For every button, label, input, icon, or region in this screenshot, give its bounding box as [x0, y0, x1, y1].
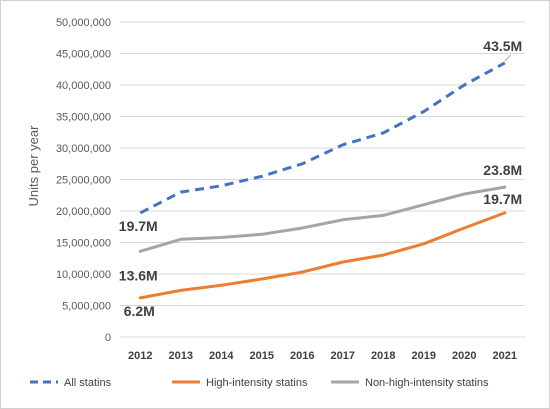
y-tick-label: 0 — [105, 332, 111, 344]
data-label: 43.5M — [483, 38, 522, 54]
x-tick-label: 2016 — [290, 350, 314, 362]
x-tick-label: 2018 — [371, 350, 395, 362]
y-tick-label: 20,000,000 — [56, 206, 111, 218]
y-tick-label: 40,000,000 — [56, 80, 111, 92]
x-tick-label: 2012 — [128, 350, 152, 362]
y-tick-label: 15,000,000 — [56, 238, 111, 250]
x-tick-label: 2019 — [412, 350, 436, 362]
x-tick-label: 2013 — [169, 350, 193, 362]
y-tick-label: 25,000,000 — [56, 175, 111, 187]
gridlines — [120, 21, 525, 338]
legend-label: All statins — [64, 377, 112, 389]
x-tick-label: 2020 — [452, 350, 476, 362]
y-axis-ticks: 0 5,000,000 10,000,000 15,000,000 20,000,000… — [56, 17, 111, 344]
series-line — [139, 61, 506, 215]
series-lines — [138, 61, 507, 300]
x-tick-label: 2014 — [209, 350, 234, 362]
y-tick-label: 30,000,000 — [56, 143, 111, 155]
x-tick-label: 2017 — [331, 350, 355, 362]
data-label: 23.8M — [483, 162, 522, 178]
series-line — [138, 211, 507, 300]
legend-label: High-intensity statins — [206, 377, 308, 389]
y-axis-label: Units per year — [26, 125, 41, 207]
data-labels: 19.7M 43.5M 6.2M 19.7M 13.6M 23.8M — [119, 38, 522, 319]
y-tick-label: 10,000,000 — [56, 269, 111, 281]
y-tick-label: 50,000,000 — [56, 17, 111, 29]
x-tick-label: 2015 — [250, 350, 274, 362]
y-tick-label: 5,000,000 — [62, 301, 111, 313]
data-label: 13.6M — [119, 267, 158, 283]
data-label: 6.2M — [124, 303, 155, 319]
x-axis-ticks: 2012 2013 2014 2015 2016 2017 2018 2019 2020 2021 — [128, 350, 517, 362]
leader-line — [504, 54, 512, 62]
legend: All statins High-intensity statins Non-hig… — [30, 377, 489, 389]
series-line — [138, 185, 507, 253]
data-label: 19.7M — [119, 218, 158, 234]
x-tick-label: 2021 — [493, 350, 517, 362]
data-label: 19.7M — [483, 191, 522, 207]
legend-label: Non-high-intensity statins — [365, 377, 489, 389]
y-tick-label: 45,000,000 — [56, 49, 111, 61]
y-tick-label: 35,000,000 — [56, 112, 111, 124]
